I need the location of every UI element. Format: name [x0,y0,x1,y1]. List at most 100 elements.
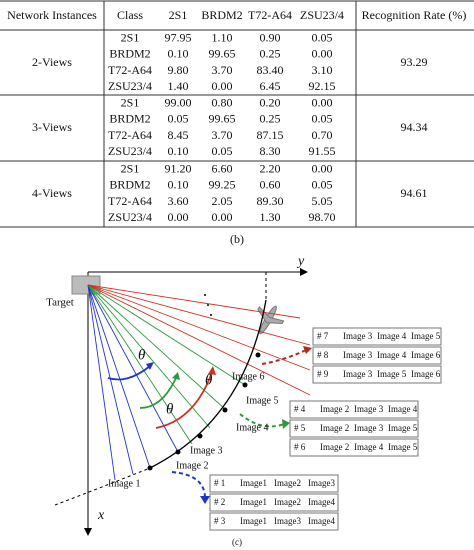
class-cell: BRDM2 [109,47,150,61]
column-header: BRDM2 [201,8,242,22]
value-cell: 1.10 [212,30,233,44]
value-cell: 0.00 [312,47,333,61]
value-cell: 99.00 [165,95,192,109]
value-cell: 0.05 [312,30,333,44]
combo-cell: Image1 [240,516,267,526]
combo-cell: # 1 [214,478,225,488]
value-cell: 8.30 [260,144,281,158]
view-line [87,284,311,371]
view-line [87,284,246,386]
class-cell: T72-A64 [108,194,152,208]
value-cell: 0.20 [260,95,281,109]
class-cell: ZSU23/4 [108,144,152,158]
combo-cell: # 5 [294,423,306,433]
combo-cell: Image1 [240,497,267,507]
class-cell: BRDM2 [109,112,150,126]
arrowhead [282,419,290,429]
caption: (c) [232,537,242,547]
image-label: Image 3 [190,445,223,456]
image-label: Image 5 [246,395,279,406]
image-point [147,465,153,471]
value-cell: 0.10 [168,178,189,192]
view-line [87,284,116,481]
plane-icon [257,305,285,335]
value-cell: 0.00 [312,95,333,109]
combo-cell: Image3 [274,516,301,526]
angle-arc [139,377,177,409]
combo-cell: # 4 [294,404,306,414]
combo-cell: Image 5 [411,331,441,341]
combo-row [289,419,419,438]
combo-row [289,400,419,419]
view-line [87,284,211,429]
value-cell: 0.00 [168,210,189,224]
rate-cell: 93.29 [401,55,428,69]
pointer-arrow [239,413,285,428]
dot [204,294,206,296]
angle-arc [155,371,213,429]
combo-cell: # 6 [294,442,306,452]
value-cell: 3.10 [312,63,333,77]
group-label: 3-Views [32,120,72,134]
value-cell: 2.20 [260,161,281,175]
combo-row [209,474,339,493]
combo-cell: Image 6 [411,369,441,379]
view-line [87,284,179,453]
class-cell: T72-A64 [108,128,152,142]
arrowhead [200,496,210,504]
combo-cell: Image 3 [343,369,373,379]
combo-cell: Image 5 [388,442,418,452]
combo-cell: Image 5 [388,423,418,433]
arrowhead [172,372,180,380]
pointer-arrow [171,471,206,499]
theta-label: θ [138,347,146,363]
diagram: y x Target θ θ θ Image 1 Image 2 Image 3 Image 4 I… [46,254,442,536]
combo-cell: Image 2 [320,423,349,433]
value-cell: 98.70 [309,210,336,224]
arrowhead [300,268,308,276]
table-rules [0,0,474,228]
combo-cell: Image 4 [354,442,384,452]
value-cell: 0.05 [312,178,333,192]
combo-row [289,438,419,457]
value-cell: 0.10 [168,47,189,61]
target-label: Target [46,297,74,309]
image-label: Image 4 [236,422,269,433]
image-point [222,407,228,413]
value-cell: 0.10 [168,144,189,158]
combo-cell: # 3 [214,516,226,526]
value-cell: 9.80 [168,63,189,77]
column-header: 2S1 [169,8,188,22]
view-line [87,284,311,346]
arrowhead [146,362,154,370]
value-cell: 0.90 [260,30,281,44]
value-cell: 1.30 [260,210,281,224]
value-cell: 3.60 [168,194,189,208]
value-cell: 5.05 [312,194,333,208]
image-point [175,449,181,455]
combo-cell: Image 3 [343,331,373,341]
combo-cell: Image 4 [388,404,418,414]
combo-cell: # 9 [317,369,329,379]
column-header: T72-A64 [248,8,292,22]
column-header: Network Instances [7,8,97,22]
image-label: Image 6 [232,371,265,382]
class-cell: 2S1 [121,95,140,109]
trajectory [54,467,151,506]
arrowhead [303,346,312,354]
value-cell: 2.05 [212,194,233,208]
class-cell: 2S1 [121,30,140,44]
combo-row [312,346,442,365]
value-cell: 99.65 [209,112,236,126]
class-cell: ZSU23/4 [108,210,152,224]
combo-cell: Image 6 [411,350,441,360]
view-line [87,284,301,319]
image-label: Image 1 [108,478,141,489]
combo-cell: Image2 [274,478,301,488]
combo-cell: # 2 [214,497,225,507]
value-cell: 0.00 [212,79,233,93]
value-cell: 0.05 [168,112,189,126]
theta-label: θ [205,372,213,388]
column-header: ZSU23/4 [300,8,344,22]
